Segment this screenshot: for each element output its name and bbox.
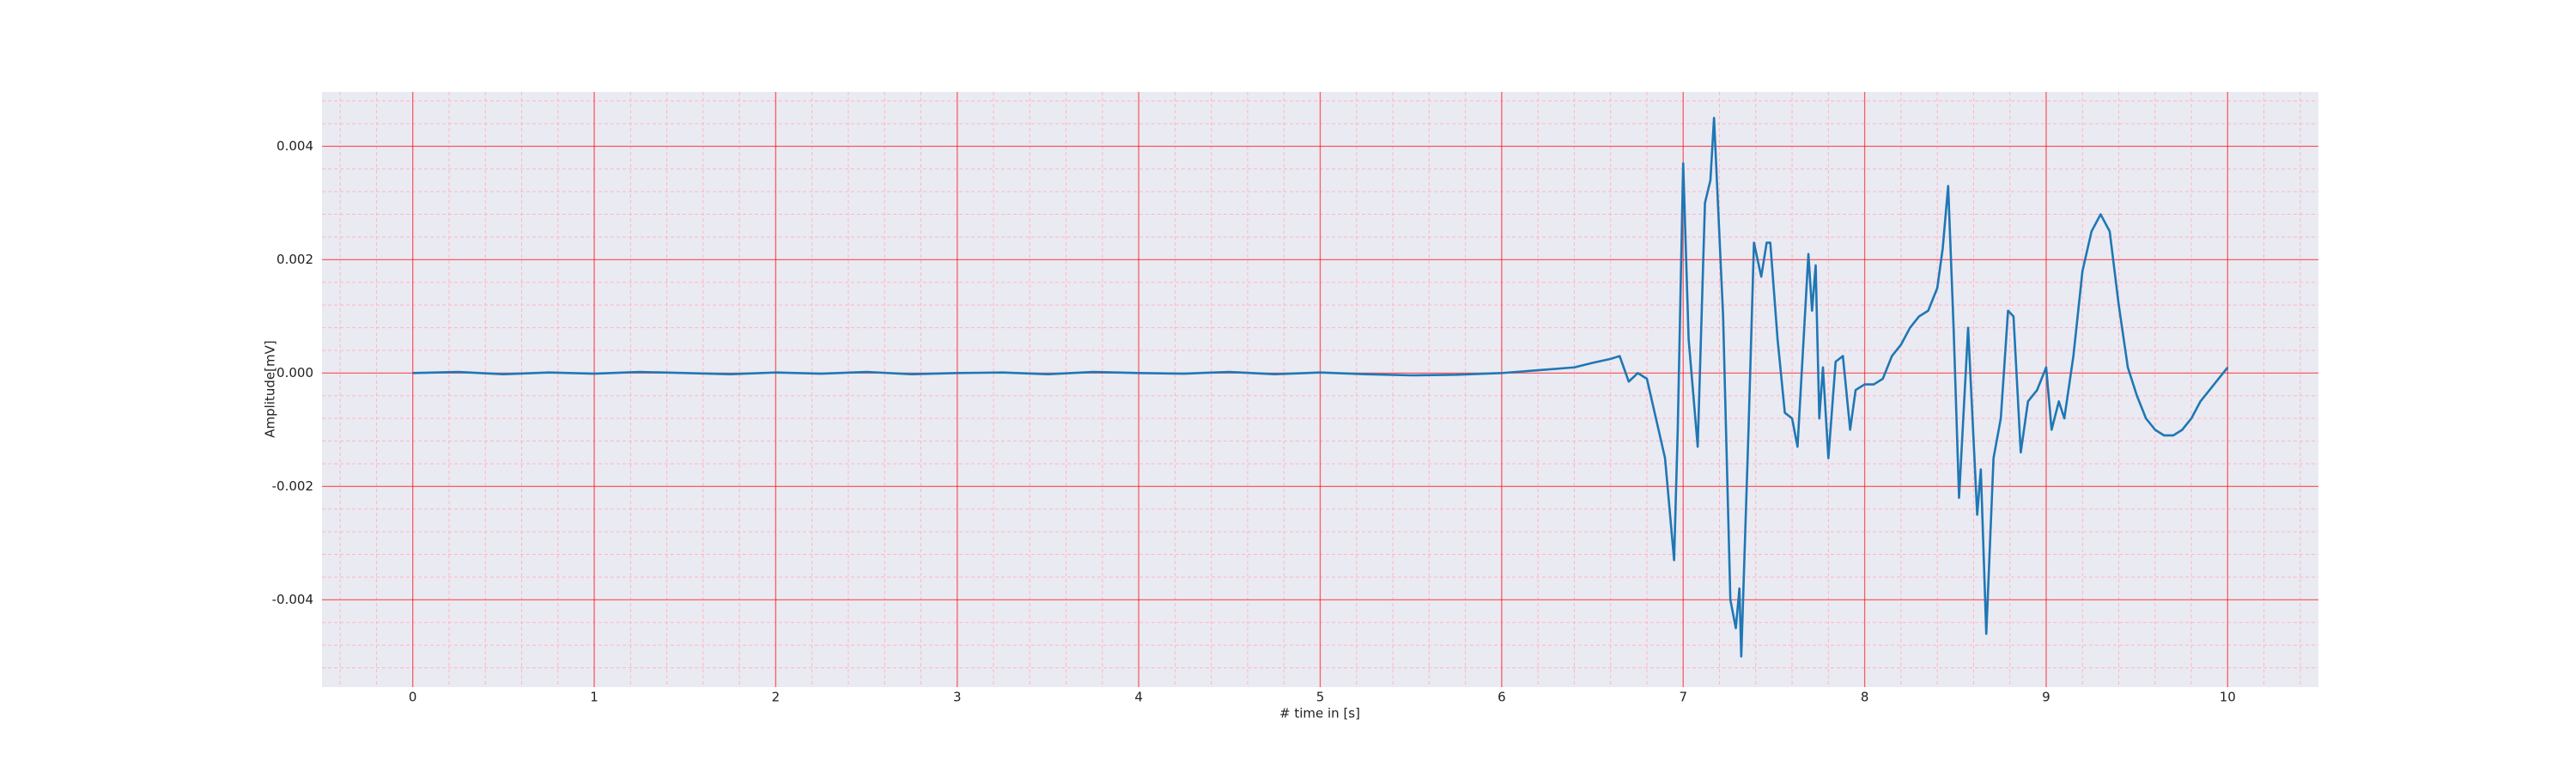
x-tick-label: 4 <box>1134 690 1143 705</box>
x-tick-label: 3 <box>953 690 962 705</box>
x-tick-label: 0 <box>409 690 417 705</box>
x-tick-label: 10 <box>2220 690 2236 705</box>
signal-line <box>412 117 2229 658</box>
x-tick-label: 9 <box>2042 690 2050 705</box>
y-tick-label: 0.004 <box>276 138 313 154</box>
x-tick-label: 6 <box>1498 690 1506 705</box>
x-tick-label: 7 <box>1679 690 1687 705</box>
y-tick-label: 0.002 <box>276 252 313 267</box>
x-axis-label: # time in [s] <box>1279 706 1360 721</box>
x-tick-label: 5 <box>1316 690 1325 705</box>
x-tick-label: 1 <box>590 690 598 705</box>
y-tick-label: -0.004 <box>272 592 313 607</box>
y-axis-label: Amplitude[mV] <box>263 340 278 437</box>
x-tick-label: 2 <box>772 690 781 705</box>
x-tick-label: 8 <box>1861 690 1869 705</box>
y-tick-label: -0.002 <box>272 478 313 494</box>
y-tick-label: 0.000 <box>276 365 313 380</box>
